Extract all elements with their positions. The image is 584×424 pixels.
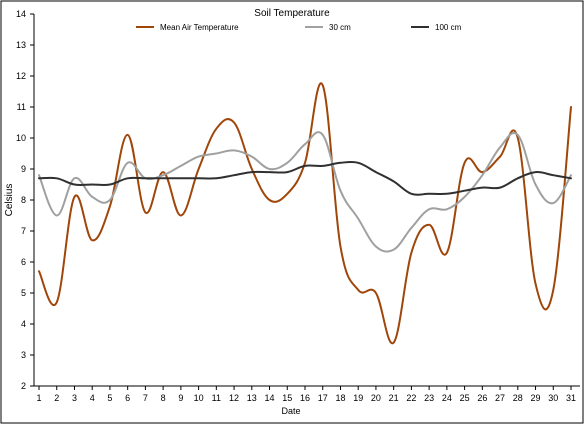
series-group [38, 82, 572, 345]
x-tick-label: 22 [406, 393, 416, 403]
x-tick-label: 2 [54, 393, 59, 403]
x-tick-label: 11 [212, 393, 221, 403]
x-tick-label: 18 [335, 393, 345, 403]
y-tick-label: 5 [21, 288, 26, 298]
x-tick-label: 31 [566, 393, 576, 403]
y-tick-label: 9 [21, 164, 26, 174]
series-line-2 [38, 160, 572, 196]
y-tick-label: 12 [16, 71, 26, 81]
x-tick-label: 13 [247, 393, 257, 403]
y-tick-label: 2 [21, 381, 26, 391]
x-tick-label: 10 [194, 393, 204, 403]
y-tick-label: 11 [17, 102, 26, 112]
series-line-0 [38, 82, 572, 345]
x-tick-label: 4 [90, 393, 95, 403]
x-tick-label: 29 [531, 393, 541, 403]
y-tick-label: 3 [21, 350, 26, 360]
x-tick-label: 26 [477, 393, 487, 403]
legend-label: 100 cm [435, 23, 462, 32]
x-tick-label: 5 [107, 393, 112, 403]
series-line-1 [38, 131, 572, 253]
x-tick-label: 3 [72, 393, 77, 403]
x-tick-label: 1 [36, 393, 41, 403]
legend-item-0: Mean Air Temperature [136, 23, 239, 32]
y-tick-label: 10 [16, 133, 26, 143]
x-tick-label: 20 [371, 393, 381, 403]
x-tick-label: 16 [300, 393, 310, 403]
legend-item-1: 30 cm [305, 23, 351, 32]
x-tick-label: 23 [424, 393, 434, 403]
x-tick-label: 30 [548, 393, 558, 403]
y-axis-ticks: 2 3 4 5 6 7 8 9 10 11 12 13 14 [16, 9, 34, 391]
y-axis-label: Celsius [4, 184, 15, 217]
x-tick-label: 9 [178, 393, 183, 403]
x-axis-label: Date [281, 406, 300, 416]
legend-label: 30 cm [329, 23, 351, 32]
x-tick-label: 28 [513, 393, 523, 403]
x-tick-label: 21 [389, 393, 399, 403]
x-tick-label: 6 [125, 393, 130, 403]
legend-label: Mean Air Temperature [160, 23, 239, 32]
x-tick-label: 12 [229, 393, 239, 403]
legend: Mean Air Temperature 30 cm 100 cm [136, 23, 462, 32]
y-tick-label: 7 [21, 226, 26, 236]
y-tick-label: 13 [16, 40, 26, 50]
x-tick-label: 19 [353, 393, 363, 403]
x-axis-ticks: 1 2 3 4 5 6 7 8 9 10 11 12 13 14 15 16 17 18 19 20 21 22 23 24 2… [36, 386, 576, 403]
x-tick-label: 8 [161, 393, 166, 403]
x-tick-label: 25 [460, 393, 470, 403]
x-tick-label: 17 [318, 393, 328, 403]
x-tick-label: 24 [442, 393, 452, 403]
x-tick-label: 14 [265, 393, 275, 403]
y-tick-label: 8 [21, 195, 26, 205]
chart-title: Soil Temperature [254, 8, 330, 19]
x-tick-label: 27 [495, 393, 505, 403]
x-tick-label: 7 [143, 393, 148, 403]
y-tick-label: 6 [21, 257, 26, 267]
y-tick-label: 14 [16, 9, 26, 19]
x-tick-label: 15 [282, 393, 292, 403]
y-tick-label: 4 [21, 319, 26, 329]
legend-item-2: 100 cm [411, 23, 462, 32]
